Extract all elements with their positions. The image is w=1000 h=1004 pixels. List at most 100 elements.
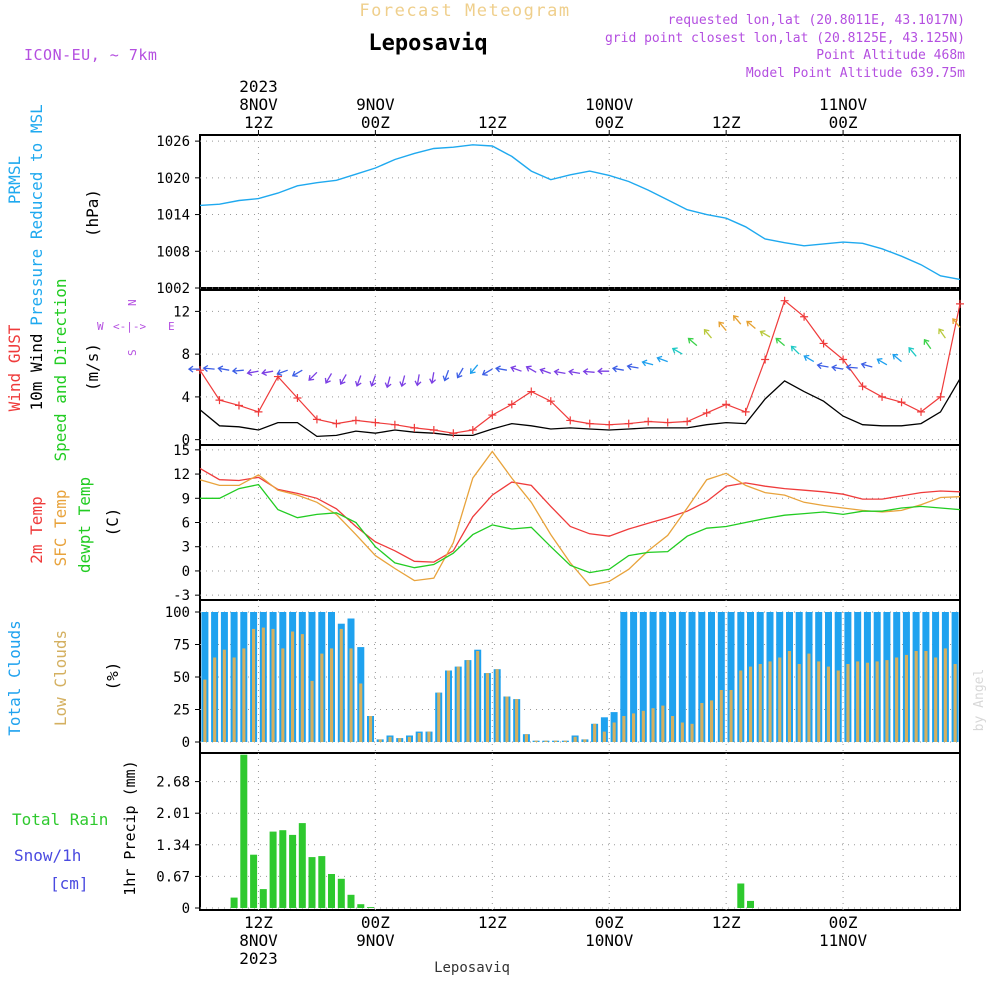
y-tick-label: 100 bbox=[165, 605, 190, 621]
compass-e: E bbox=[168, 320, 175, 333]
wind-gust-line bbox=[199, 299, 961, 434]
y-tick-label: 75 bbox=[173, 638, 190, 654]
total-cloud-bar bbox=[639, 612, 647, 742]
rain-label: Total Rain bbox=[12, 810, 108, 829]
wind-gust-marker bbox=[390, 420, 399, 429]
pressure-label: Pressure Reduced to MSL bbox=[27, 104, 46, 326]
wind-direction-arrow bbox=[718, 321, 727, 332]
low-cloud-bar bbox=[261, 627, 265, 742]
total-cloud-bar bbox=[630, 612, 638, 742]
low-cloud-bar bbox=[856, 661, 860, 742]
low-cloud-bar bbox=[826, 666, 830, 742]
wind-gust-marker bbox=[780, 296, 789, 305]
low-cloud-bar bbox=[895, 657, 899, 742]
low-cloud-bar bbox=[330, 648, 334, 742]
y-tick-label: 3 bbox=[182, 540, 190, 556]
low-cloud-bar bbox=[310, 680, 314, 742]
dewpt-label: dewpt Temp bbox=[75, 477, 94, 573]
low-cloud-bar bbox=[320, 653, 324, 742]
wind-direction-arrow bbox=[876, 358, 888, 366]
snow-unit: [cm] bbox=[50, 874, 89, 893]
low-cloud-bar bbox=[797, 664, 801, 742]
rain-bar bbox=[298, 823, 306, 908]
wind-direction-arrow bbox=[553, 368, 566, 376]
compass-n: N bbox=[126, 299, 139, 306]
rain-bar bbox=[279, 830, 287, 908]
time-label-bottom: 12Z bbox=[244, 913, 273, 932]
low-cloud-bar bbox=[573, 736, 577, 742]
wind-gust-marker bbox=[585, 419, 594, 428]
wind-direction-arrow bbox=[525, 365, 537, 373]
low-cloud-bar bbox=[934, 657, 938, 742]
rain-bar bbox=[240, 754, 248, 908]
wind-direction-arrow bbox=[568, 368, 581, 376]
low-cloud-bar bbox=[583, 739, 587, 742]
low-cloud-bar bbox=[729, 690, 733, 742]
low-cloud-bar bbox=[641, 710, 645, 742]
low-cloud-bar bbox=[836, 670, 840, 742]
wind-direction-arrow bbox=[384, 376, 392, 389]
y-tick-label: 0.67 bbox=[156, 869, 190, 885]
low-cloud-bar bbox=[865, 662, 869, 742]
wind-direction-arrow bbox=[481, 368, 493, 376]
y-tick-label: 1002 bbox=[156, 281, 190, 297]
wind-direction-arrow bbox=[399, 375, 407, 388]
wind-gust-marker bbox=[819, 339, 828, 348]
wind-gust-marker bbox=[254, 407, 263, 416]
time-label-top: 11NOV bbox=[819, 95, 868, 114]
y-tick-label: 9 bbox=[182, 491, 190, 507]
time-label-top: 12Z bbox=[244, 113, 273, 132]
low-cloud-bar bbox=[437, 692, 441, 742]
total-cloud-bar bbox=[727, 612, 735, 742]
wind-gust-marker bbox=[644, 417, 653, 426]
snow-label: Snow/1h bbox=[14, 846, 81, 865]
wind-direction-arrow bbox=[539, 367, 552, 375]
y-tick-label: 0 bbox=[182, 735, 190, 751]
low-cloud-bar bbox=[778, 657, 782, 742]
total-cloud-bar bbox=[201, 612, 209, 742]
time-label-top: 12Z bbox=[712, 113, 741, 132]
rain-bar bbox=[289, 834, 297, 908]
low-cloud-bar bbox=[593, 723, 597, 742]
wind-direction-arrow bbox=[202, 364, 215, 372]
low-cloud-bar bbox=[544, 740, 548, 742]
wind-direction-arrow bbox=[308, 371, 318, 381]
wind-dir-label: Speed and Direction bbox=[51, 278, 70, 461]
rain-bar bbox=[259, 889, 267, 908]
total-cloud-bar bbox=[708, 612, 715, 742]
y-tick-label: 12 bbox=[173, 467, 190, 483]
wind-direction-arrow bbox=[775, 337, 786, 347]
low-cloud-bar bbox=[846, 664, 850, 742]
low-cloud-bar bbox=[349, 648, 353, 742]
pressure-line bbox=[199, 144, 961, 281]
y-tick-label: 1014 bbox=[156, 208, 190, 224]
y-tick-label: 1026 bbox=[156, 134, 190, 150]
wind-direction-arrow bbox=[597, 367, 610, 375]
wind-direction-arrow bbox=[231, 367, 244, 375]
rain-bar bbox=[747, 900, 754, 908]
low-cloud-bar bbox=[612, 722, 616, 742]
low-cloud-bar bbox=[359, 683, 363, 742]
low-cloud-bar bbox=[904, 654, 908, 742]
wind-direction-arrow bbox=[703, 328, 712, 339]
wind-direction-arrow bbox=[845, 363, 858, 371]
low-cloud-bar bbox=[710, 700, 714, 742]
wind-direction-arrow bbox=[803, 354, 815, 363]
wind-unit: (m/s) bbox=[83, 343, 102, 391]
wind-gust-marker bbox=[566, 416, 575, 425]
wind-gust-marker bbox=[449, 429, 458, 438]
rain-bar bbox=[269, 831, 277, 908]
y-tick-label: 8 bbox=[182, 347, 190, 363]
compass-arrows: <-|-> bbox=[113, 320, 146, 333]
low-cloud-bar bbox=[456, 666, 460, 742]
wind-direction-arrow bbox=[324, 373, 333, 384]
wind-direction-arrow bbox=[759, 330, 771, 338]
low-cloud-bar bbox=[817, 661, 821, 742]
wind-direction-arrow bbox=[626, 363, 639, 371]
wind-gust-marker bbox=[312, 415, 321, 424]
rain-bar bbox=[347, 894, 355, 908]
wind-direction-arrow bbox=[908, 346, 917, 357]
total-cloud-bar bbox=[669, 612, 677, 742]
low-cloud-bar bbox=[953, 664, 957, 742]
